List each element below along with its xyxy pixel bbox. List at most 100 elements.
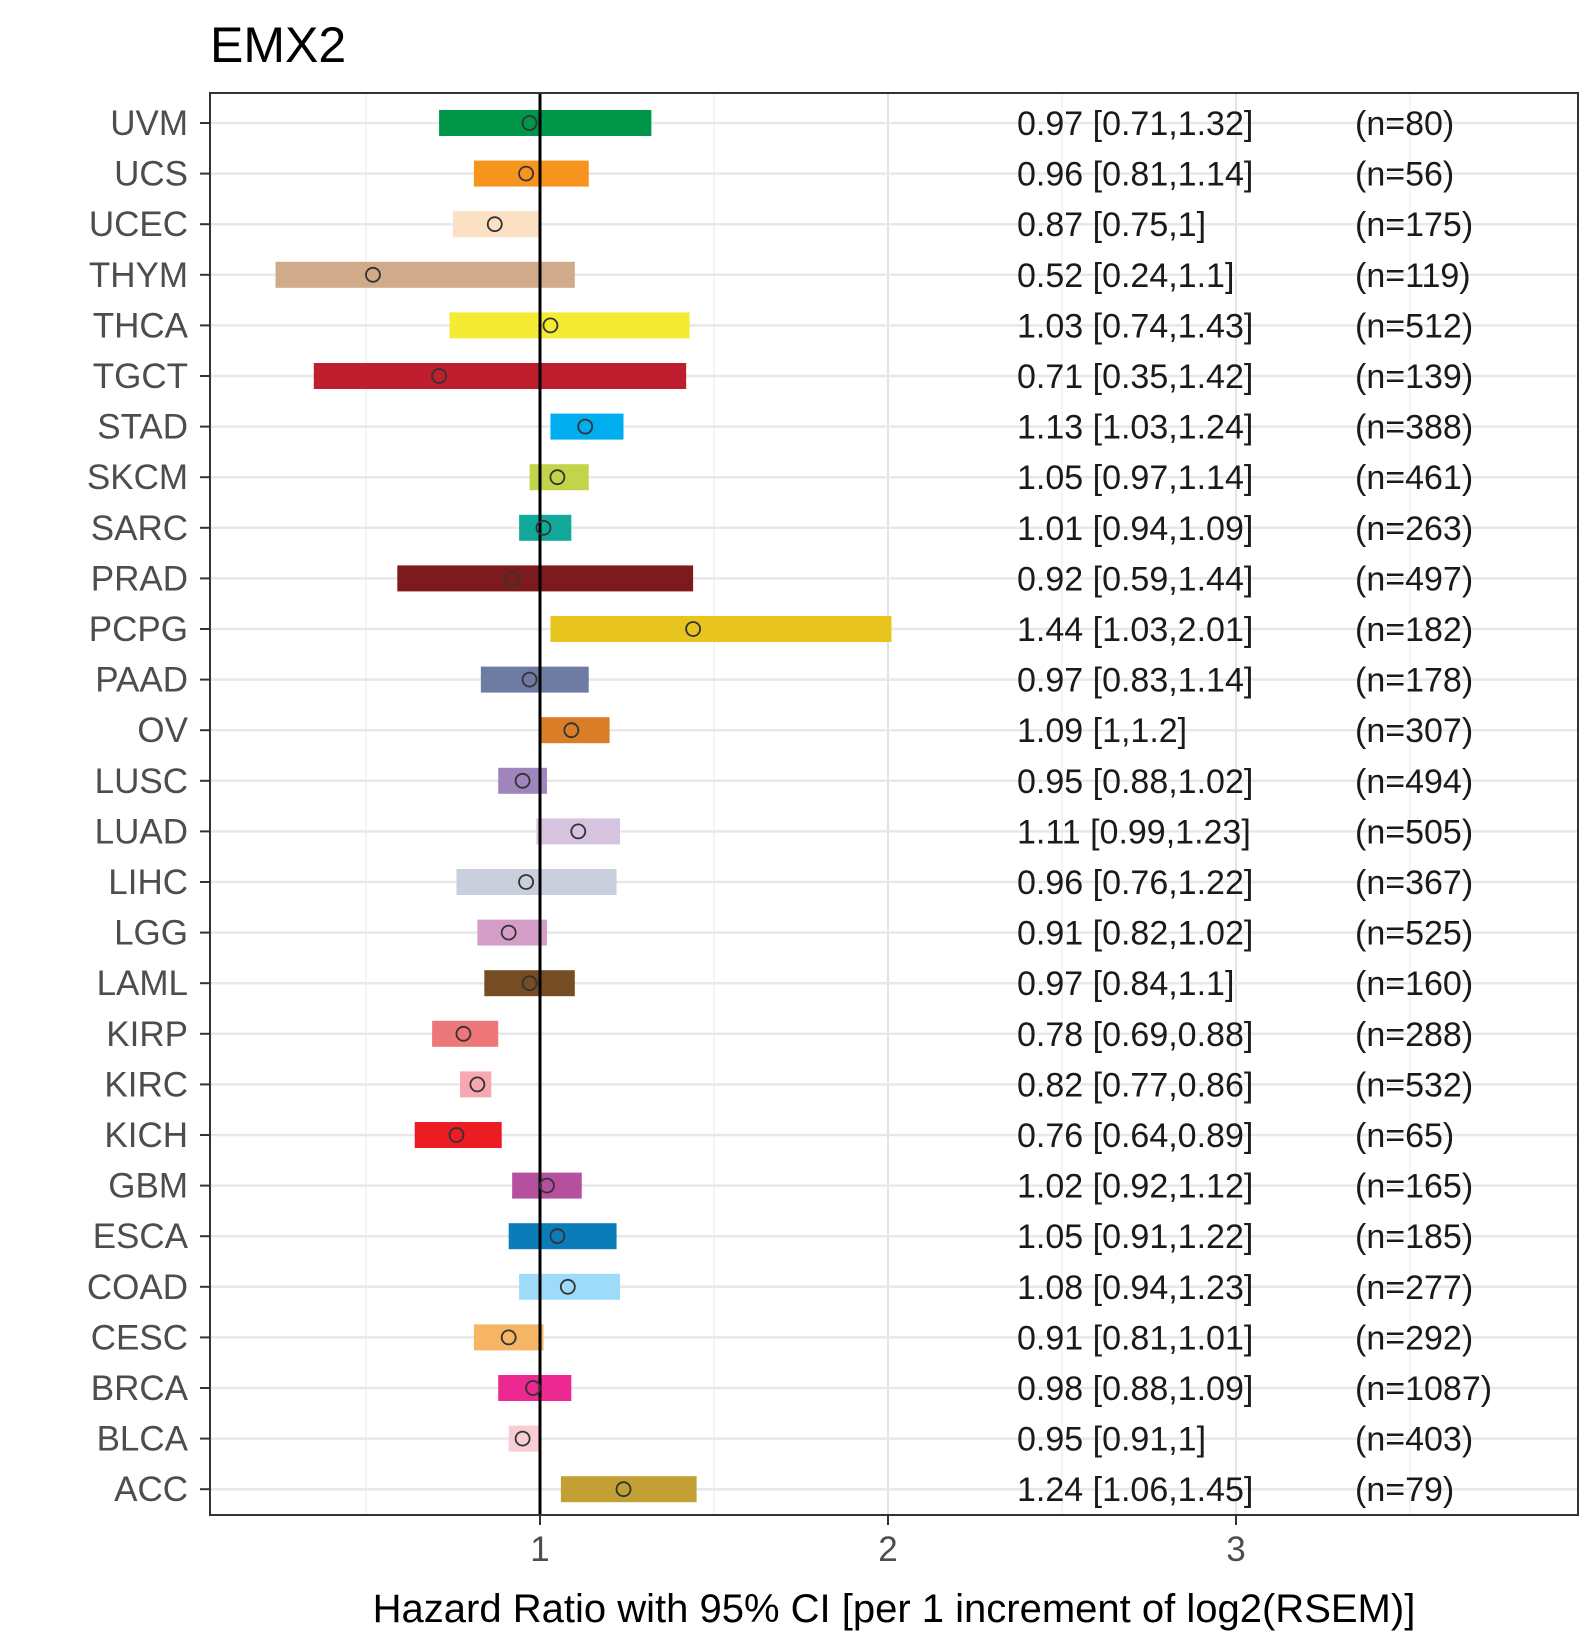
ci-bar-sarc — [519, 514, 572, 541]
ci-bar-luad — [536, 818, 621, 845]
panel-border — [209, 92, 1579, 1516]
ci-bar-ucec — [453, 211, 540, 238]
ci-bar-kich — [414, 1122, 502, 1148]
ci-text: 1.11 [0.99,1.23] — [1017, 813, 1251, 851]
hr-point-stad — [577, 418, 594, 435]
hr-point-gbm — [539, 1177, 555, 1194]
ci-bar-acc — [560, 1476, 697, 1503]
n-text: (n=388) — [1355, 409, 1473, 447]
y-tick-label: GBM — [108, 1167, 188, 1206]
n-text: (n=56) — [1355, 156, 1454, 194]
n-text: (n=119) — [1355, 257, 1471, 295]
y-tick-label: STAD — [97, 408, 188, 447]
y-tick-label: UCEC — [89, 205, 188, 244]
ci-text: 1.05 [0.97,1.14] — [1017, 459, 1253, 497]
x-tick-label: 2 — [878, 1530, 897, 1569]
n-text: (n=79) — [1355, 1471, 1454, 1509]
y-tick-label: THYM — [89, 256, 188, 295]
y-tick-label: TGCT — [93, 357, 188, 396]
ci-text: 1.03 [0.74,1.43] — [1017, 307, 1253, 345]
hr-point-thym — [365, 266, 381, 283]
ci-text: 1.02 [0.92,1.12] — [1017, 1168, 1253, 1206]
ci-bar-uvm — [439, 110, 652, 136]
ci-bar-lihc — [456, 869, 617, 895]
y-tick-label: PAAD — [95, 661, 188, 700]
y-tick-label: KIRC — [104, 1065, 188, 1104]
ci-bar-gbm — [512, 1172, 582, 1199]
y-tick-label: LAML — [97, 964, 188, 1003]
ci-text: 0.96 [0.81,1.14] — [1017, 156, 1253, 194]
ci-bar-cesc — [473, 1324, 544, 1351]
x-axis: 1 2 3 — [530, 1515, 1246, 1569]
ci-text-column: 0.97 [0.71,1.32] 0.96 [0.81,1.14] 0.87 [0.… — [1017, 105, 1253, 1509]
y-tick-label: ACC — [114, 1470, 188, 1509]
n-text: (n=505) — [1355, 813, 1473, 851]
hr-point-kich — [448, 1127, 465, 1143]
ci-text: 1.13 [1.03,1.24] — [1017, 409, 1253, 447]
ci-text: 1.08 [0.94,1.23] — [1017, 1269, 1253, 1307]
hr-point-luad — [570, 823, 587, 840]
ci-text: 0.95 [0.91,1] — [1017, 1421, 1206, 1459]
hr-points — [365, 115, 702, 1498]
hr-point-tgct — [431, 368, 447, 384]
n-text: (n=367) — [1355, 864, 1473, 902]
n-text: (n=307) — [1355, 712, 1473, 750]
ci-text: 0.97 [0.84,1.1] — [1017, 965, 1234, 1003]
ci-bar-ov — [540, 717, 610, 744]
ci-text: 0.91 [0.82,1.02] — [1017, 915, 1253, 953]
hr-point-thca — [542, 317, 559, 334]
ci-text: 0.82 [0.77,0.86] — [1017, 1066, 1253, 1104]
hr-point-lusc — [514, 772, 531, 789]
n-text: (n=65) — [1355, 1117, 1454, 1155]
ci-bar-coad — [519, 1273, 621, 1300]
ci-bar-ucs — [473, 160, 589, 187]
hr-point-lihc — [518, 874, 534, 890]
ci-bar-kirp — [432, 1020, 499, 1047]
y-tick-label: SARC — [91, 509, 188, 548]
n-text-column: (n=80) (n=56) (n=175) (n=119) (n=512) (n=139)… — [1355, 105, 1492, 1509]
y-tick-label: LGG — [114, 914, 188, 953]
ci-text: 0.92 [0.59,1.44] — [1017, 560, 1253, 598]
y-tick-label: LUAD — [95, 812, 188, 851]
n-text: (n=497) — [1355, 560, 1473, 598]
n-text: (n=160) — [1355, 965, 1473, 1003]
ci-text: 0.97 [0.71,1.32] — [1017, 105, 1253, 143]
hr-point-lgg — [500, 924, 517, 941]
ci-text: 0.95 [0.88,1.02] — [1017, 763, 1253, 801]
n-text: (n=288) — [1355, 1016, 1473, 1054]
hr-point-brca — [525, 1380, 541, 1396]
n-text: (n=182) — [1355, 611, 1473, 649]
n-text: (n=139) — [1355, 358, 1473, 396]
ci-text: 0.52 [0.24,1.1] — [1017, 257, 1234, 295]
ci-bar-paad — [480, 666, 589, 693]
hr-point-paad — [521, 671, 538, 688]
y-tick-label: UCS — [114, 155, 188, 194]
y-tick-label: PCPG — [89, 610, 188, 649]
n-text: (n=178) — [1355, 662, 1473, 700]
ci-text: 0.71 [0.35,1.42] — [1017, 358, 1253, 396]
hr-point-kirc — [469, 1076, 486, 1093]
x-tick-label: 1 — [530, 1530, 549, 1569]
ci-text: 0.76 [0.64,0.89] — [1017, 1117, 1253, 1155]
ci-bar-kirc — [459, 1071, 492, 1098]
n-text: (n=263) — [1355, 510, 1473, 548]
n-text: (n=80) — [1355, 105, 1454, 143]
ci-text: 1.09 [1,1.2] — [1017, 712, 1187, 750]
hr-point-coad — [559, 1278, 576, 1295]
ci-text: 0.91 [0.81,1.01] — [1017, 1319, 1253, 1357]
hr-point-uvm — [521, 115, 538, 131]
n-text: (n=1087) — [1355, 1370, 1492, 1408]
ci-text: 0.98 [0.88,1.09] — [1017, 1370, 1253, 1408]
ci-text: 1.05 [0.91,1.22] — [1017, 1218, 1253, 1256]
y-tick-label: KIRP — [106, 1015, 188, 1054]
x-tick-label: 3 — [1226, 1530, 1245, 1569]
ci-bar-prad — [397, 565, 694, 592]
y-tick-label: COAD — [87, 1268, 188, 1307]
hr-point-cesc — [500, 1329, 517, 1346]
ci-bar-tgct — [313, 363, 687, 389]
y-tick-label: UVM — [110, 104, 188, 143]
y-tick-label: LUSC — [95, 762, 188, 801]
ci-text: 0.78 [0.69,0.88] — [1017, 1016, 1253, 1054]
